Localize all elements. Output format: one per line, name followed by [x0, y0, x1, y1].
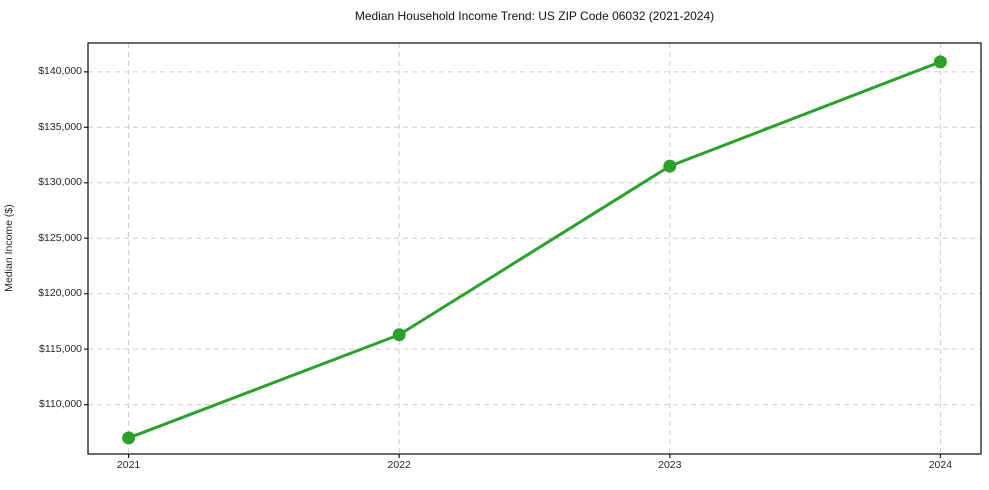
income-trend-line: [127, 60, 942, 440]
x-tick-label: 2024: [928, 459, 953, 471]
y-tick-label: $110,000: [38, 398, 82, 411]
y-tick-label: $140,000: [38, 65, 82, 78]
data-point: [933, 55, 947, 69]
axes-box: [87, 42, 982, 455]
x-tick-label: 2022: [387, 459, 411, 471]
x-tick-label: 2023: [658, 459, 682, 471]
data-point: [122, 431, 136, 445]
y-tick-label: $130,000: [38, 176, 82, 189]
y-tick-label: $115,000: [38, 342, 82, 355]
chart-title: Median Household Income Trend: US ZIP Co…: [354, 9, 715, 23]
x-tick-label: 2021: [116, 459, 141, 471]
data-point: [392, 328, 406, 342]
y-tick-label: $135,000: [38, 120, 82, 133]
y-tick-label: $125,000: [38, 231, 82, 244]
data-point: [663, 159, 677, 173]
y-tick-label: $120,000: [38, 287, 82, 300]
